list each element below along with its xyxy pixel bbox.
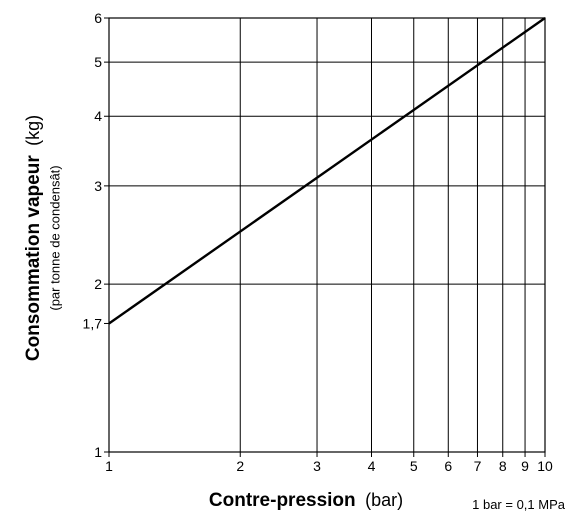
y-tick-label: 1 xyxy=(94,444,102,460)
y-tick-label: 4 xyxy=(94,108,102,124)
x-axis-label-unit: (bar) xyxy=(365,490,403,510)
x-tick-labels: 1 2 3 4 5 6 7 8 9 10 xyxy=(105,458,553,474)
x-tick-label: 8 xyxy=(499,458,507,474)
y-axis-label-unit: (kg) xyxy=(23,115,43,146)
x-tick-label: 7 xyxy=(474,458,482,474)
x-tick-label: 3 xyxy=(313,458,321,474)
x-tick-label: 1 xyxy=(105,458,113,474)
unit-note: 1 bar = 0,1 MPa xyxy=(472,497,566,512)
y-tick-label: 1,7 xyxy=(83,315,103,331)
plot-frame xyxy=(108,17,546,453)
y-tick-label: 6 xyxy=(94,10,102,26)
y-axis-label-main: Consommation vapeur xyxy=(23,155,44,361)
grid-lines xyxy=(104,17,546,457)
y-tick-label: 3 xyxy=(94,178,102,194)
series-line xyxy=(108,17,546,325)
y-tick-label: 2 xyxy=(94,276,102,292)
y-tick-labels: 1 1,7 2 3 4 5 6 xyxy=(83,10,103,460)
x-tick-label: 5 xyxy=(410,458,418,474)
x-axis-label-main: Contre-pression xyxy=(209,490,356,511)
x-tick-label: 2 xyxy=(236,458,244,474)
series-layer xyxy=(108,17,546,325)
y-tick-label: 5 xyxy=(94,54,102,70)
x-tick-label: 6 xyxy=(444,458,452,474)
x-axis-label: Contre-pression (bar) xyxy=(209,490,403,511)
x-tick-label: 4 xyxy=(368,458,376,474)
y-axis-sublabel: (par tonne de condensât) xyxy=(47,165,62,310)
x-tick-label: 9 xyxy=(521,458,529,474)
y-axis-label: Consommation vapeur (kg) xyxy=(23,115,44,361)
x-tick-label: 10 xyxy=(537,458,553,474)
